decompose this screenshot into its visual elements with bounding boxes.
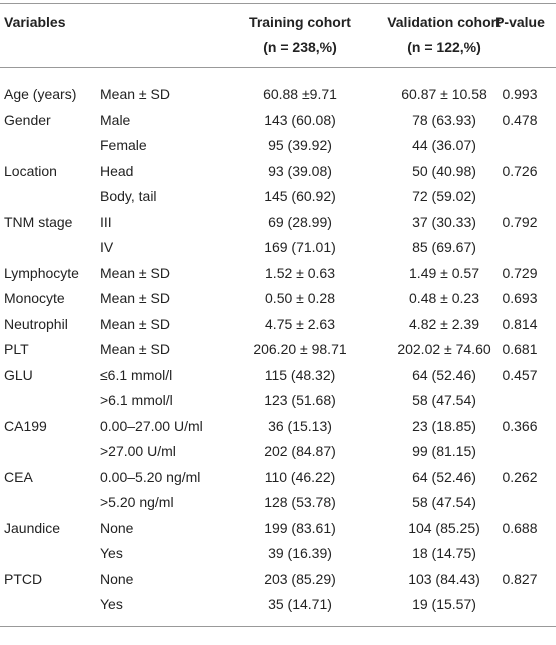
training-value: 128 (53.78): [264, 494, 336, 510]
training-value: 39 (16.39): [268, 545, 332, 561]
variable: Neutrophil: [4, 315, 68, 332]
subgroup: Female: [100, 137, 147, 153]
validation-value: 202.02 ± 74.60: [397, 341, 491, 357]
validation-value: 37 (30.33): [412, 213, 476, 230]
validation-value: 58 (47.54): [412, 392, 476, 408]
validation-value: 4.82 ± 2.39: [409, 315, 479, 332]
p-value: 0.366: [502, 417, 538, 434]
p-value: 0.688: [502, 519, 538, 536]
validation-value: 104 (85.25): [408, 519, 480, 536]
header-subtitle: (n = 122,%): [407, 39, 481, 55]
bottom-rule: [0, 626, 556, 627]
variable: Jaundice: [4, 519, 61, 536]
training-value: 36 (15.13): [268, 417, 332, 434]
header-title: Validation cohort: [387, 14, 501, 30]
subgroup: Mean ± SD: [100, 86, 170, 102]
header-title: Variables: [4, 14, 66, 30]
header-rule: [0, 67, 556, 68]
p-value: 0.726: [502, 162, 538, 179]
training-value: 115 (48.32): [264, 366, 336, 383]
subgroup: Mean ± SD: [100, 315, 170, 332]
p-value: 0.457: [502, 366, 538, 383]
training-value: 4.75 ± 2.63: [265, 315, 335, 332]
training-value: 93 (39.08): [268, 162, 332, 179]
subgroup: Yes: [100, 596, 123, 612]
subgroup: IV: [100, 239, 114, 255]
subgroup: Male: [100, 111, 131, 128]
validation-value: 78 (63.93): [412, 111, 476, 128]
subgroup: 0.00–5.20 ng/ml: [100, 468, 201, 485]
subgroup: Yes: [100, 545, 123, 561]
training-value: 202 (84.87): [264, 443, 336, 459]
p-value: 0.729: [502, 264, 538, 281]
subgroup: >27.00 U/ml: [100, 443, 176, 459]
validation-value: 50 (40.98): [412, 162, 476, 179]
p-value: 0.478: [502, 111, 538, 128]
variable: Age (years): [4, 86, 77, 102]
p-value: 0.693: [502, 290, 538, 306]
subgroup: III: [100, 213, 112, 230]
header-title: Training cohort: [249, 14, 351, 30]
validation-value: 99 (81.15): [412, 443, 476, 459]
training-value: 69 (28.99): [268, 213, 332, 230]
training-value: 95 (39.92): [268, 137, 332, 153]
subgroup: None: [100, 570, 134, 587]
training-value: 206.20 ± 98.71: [253, 341, 347, 357]
variable: CA199: [4, 417, 47, 434]
p-value: 0.792: [502, 213, 538, 230]
subgroup: Mean ± SD: [100, 264, 170, 281]
p-value: 0.262: [502, 468, 538, 485]
variable: CEA: [4, 468, 33, 485]
validation-value: 1.49 ± 0.57: [409, 264, 479, 281]
validation-value: 103 (84.43): [408, 570, 480, 587]
variable: Monocyte: [4, 290, 65, 306]
variable: PLT: [4, 341, 29, 357]
variable: PTCD: [4, 570, 43, 587]
p-value: 0.993: [502, 86, 538, 102]
validation-value: 19 (15.57): [412, 596, 476, 612]
training-value: 169 (71.01): [264, 239, 336, 255]
p-value: 0.814: [502, 315, 538, 332]
subgroup: Head: [100, 162, 134, 179]
header-subtitle: (n = 238,%): [263, 39, 337, 55]
validation-value: 0.48 ± 0.23: [409, 290, 479, 306]
training-value: 60.88 ±9.71: [263, 86, 337, 102]
validation-value: 64 (52.46): [412, 468, 476, 485]
validation-value: 72 (59.02): [412, 188, 476, 204]
training-value: 0.50 ± 0.28: [265, 290, 335, 306]
training-value: 145 (60.92): [264, 188, 336, 204]
validation-value: 44 (36.07): [412, 137, 476, 153]
subgroup: ≤6.1 mmol/l: [100, 366, 173, 383]
training-value: 203 (85.29): [264, 570, 336, 587]
validation-value: 60.87 ± 10.58: [401, 86, 487, 102]
top-rule: [0, 3, 556, 4]
subgroup: Mean ± SD: [100, 290, 170, 306]
subgroup: Mean ± SD: [100, 341, 170, 357]
training-value: 1.52 ± 0.63: [265, 264, 335, 281]
training-value: 199 (83.61): [264, 519, 336, 536]
subgroup: 0.00–27.00 U/ml: [100, 417, 203, 434]
p-value: 0.827: [502, 570, 538, 587]
subgroup: >6.1 mmol/l: [100, 392, 173, 408]
training-value: 143 (60.08): [264, 111, 336, 128]
validation-value: 64 (52.46): [412, 366, 476, 383]
validation-value: 58 (47.54): [412, 494, 476, 510]
training-value: 110 (46.22): [264, 468, 336, 485]
training-value: 35 (14.71): [268, 596, 332, 612]
subgroup: >5.20 ng/ml: [100, 494, 174, 510]
variable: GLU: [4, 366, 33, 383]
variable: Gender: [4, 111, 51, 128]
variable: TNM stage: [4, 213, 73, 230]
header-title: P-value: [495, 14, 545, 30]
validation-value: 23 (18.85): [412, 417, 476, 434]
p-value: 0.681: [502, 341, 538, 357]
validation-value: 85 (69.67): [412, 239, 476, 255]
training-value: 123 (51.68): [264, 392, 336, 408]
variable: Location: [4, 162, 57, 179]
variable: Lymphocyte: [4, 264, 79, 281]
validation-value: 18 (14.75): [412, 545, 476, 561]
subgroup: None: [100, 519, 134, 536]
subgroup: Body, tail: [100, 188, 157, 204]
